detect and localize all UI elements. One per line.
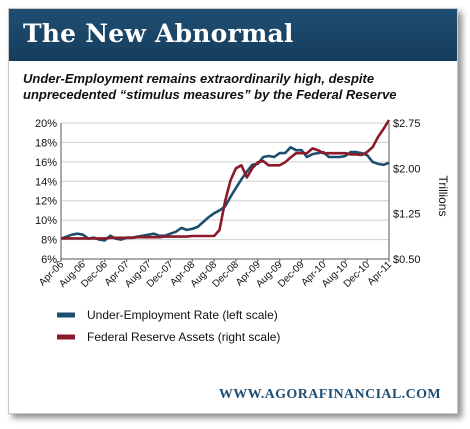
- right-tick-label: $0.50: [393, 254, 421, 266]
- right-tick-label: $2.75: [393, 118, 421, 130]
- underemployment-rate-line: [60, 146, 390, 242]
- right-tick-label: $1.25: [393, 209, 421, 221]
- right-tick-label: $2.00: [393, 163, 421, 175]
- chart-card: The New Abnormal Under-Employment remain…: [8, 8, 458, 414]
- legend-underemployment-label: Under-Employment Rate (left scale): [87, 308, 278, 322]
- source-footer: WWW.AGORAFINANCIAL.COM: [218, 387, 441, 402]
- left-tick-label: 14%: [35, 176, 57, 188]
- left-tick-label: 10%: [35, 215, 57, 227]
- fed-assets-line: [61, 119, 391, 240]
- right-axis-ticks: $0.50 $1.25 $2.00 $2.75: [393, 118, 421, 266]
- left-tick-label: 20%: [35, 118, 57, 130]
- left-tick-label: 16%: [35, 157, 57, 169]
- left-tick-label: 6%: [41, 254, 57, 266]
- title-banner: The New Abnormal: [9, 9, 457, 61]
- banner-title: The New Abnormal: [23, 19, 294, 48]
- chart-subtitle: Under-Employment remains extraordinarily…: [23, 71, 397, 102]
- x-tick-label: Apr-11: [366, 259, 395, 288]
- line-chart: 6% 8% 10% 12% 14% 16% 18% 20% $0.50 $1.25 $2.00 $2…: [35, 118, 450, 344]
- legend-fed-assets-label: Federal Reserve Assets (right scale): [87, 330, 280, 344]
- chart-legend: Under-Employment Rate (left scale) Federa…: [57, 308, 280, 344]
- left-axis-ticks: 6% 8% 10% 12% 14% 16% 18% 20%: [35, 118, 57, 266]
- left-tick-label: 8%: [41, 235, 57, 247]
- left-tick-label: 12%: [35, 196, 57, 208]
- right-axis-label: Trillions: [436, 176, 450, 217]
- left-tick-label: 18%: [35, 137, 57, 149]
- x-axis-ticks: Apr-06Aug-06Dec-06Apr-07Aug-07Dec-07Apr-…: [37, 259, 394, 290]
- series-lines: [60, 119, 391, 242]
